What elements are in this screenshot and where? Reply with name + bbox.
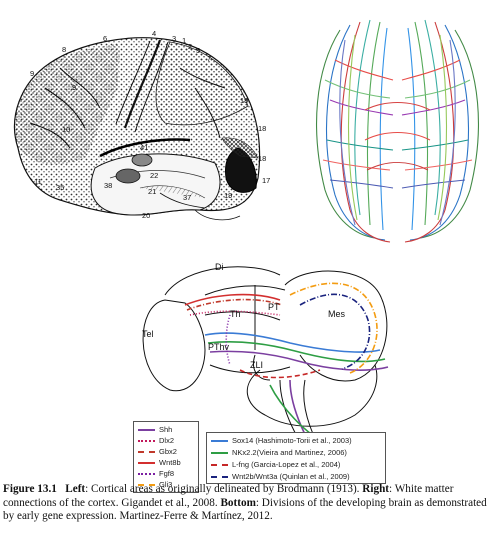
caption-right-label: Right	[362, 483, 389, 495]
region-label-pt: PT	[268, 302, 280, 312]
figure-caption: Figure 13.1 Left: Cortical areas as orig…	[3, 483, 497, 524]
area-label-37: 37	[183, 193, 191, 202]
area-label-22: 22	[150, 171, 158, 180]
area-label-8: 8	[62, 45, 66, 54]
lfng-line	[240, 370, 320, 378]
area-label-1: 1	[182, 36, 186, 45]
region-label-th: Th	[230, 309, 241, 319]
legend-item-sox14: Sox14 (Hashimoto-Torii et al., 2003)	[211, 436, 352, 446]
legend-item-wnt2b: Wnt2b/Wnt3a (Quinlan et al., 2009)	[211, 472, 350, 482]
wnt2b-line	[300, 294, 370, 369]
area-label-21: 21	[148, 187, 156, 196]
area-label-19-right: 19	[240, 96, 248, 105]
area-label-17: 17	[262, 176, 270, 185]
legend-item-gbx2: Gbx2	[138, 447, 177, 457]
caption-left-label: Left	[65, 483, 85, 495]
tractography-figure	[295, 0, 500, 250]
area-label-4: 4	[152, 29, 156, 38]
area-label-35: 35	[56, 183, 64, 192]
area-label-9: 9	[30, 69, 34, 78]
area-label-7: 7	[207, 54, 211, 63]
brodmann-brain-figure: 4 3 1 2 5 7 6 8 9 19 18 18 17 19 11 35 2…	[0, 28, 280, 224]
legend-item-fgf8: Fgf8	[138, 469, 174, 479]
area-label-9-inner: 9	[72, 83, 76, 92]
area-label-2: 2	[188, 42, 192, 51]
legend-item-nkx22: NKx2.2(Vieira and Martinez, 2006)	[211, 448, 347, 458]
legend-item-dlx2: Dlx2	[138, 436, 174, 446]
legend-right: Sox14 (Hashimoto-Torii et al., 2003) NKx…	[206, 432, 386, 484]
area-label-6: 6	[103, 34, 107, 43]
region-label-tel: Tel	[142, 329, 154, 339]
white-matter-tracts-drawing	[295, 0, 500, 250]
fgf8-line	[226, 315, 230, 365]
area-label-3: 3	[172, 34, 176, 43]
area-label-18-right: 18	[258, 124, 266, 133]
region-label-di: Di	[215, 262, 224, 272]
tel-outline	[143, 300, 205, 391]
caption-bottom-label: Bottom	[220, 497, 255, 509]
caption-figure-label: Figure 13.1	[3, 483, 57, 495]
caption-left-text: : Cortical areas as originally delineate…	[85, 483, 362, 495]
area-label-41: 41	[140, 143, 148, 152]
region-label-pthv: PThv	[208, 342, 230, 352]
legend-item-shh: Shh	[138, 425, 172, 435]
area-label-18-right-2: 18	[258, 154, 266, 163]
area-label-11: 11	[34, 177, 42, 186]
legend-item-wnt8b: Wnt8b	[138, 458, 181, 468]
legend-item-lfng: L-fng (Garcia-Lopez et al., 2004)	[211, 460, 340, 470]
area-label-38: 38	[104, 181, 112, 190]
area-label-5: 5	[196, 46, 200, 55]
region-label-zli: ZLI	[250, 360, 263, 370]
region-label-mes: Mes	[328, 309, 346, 319]
mes-outline	[285, 271, 387, 381]
brodmann-brain-drawing: 4 3 1 2 5 7 6 8 9 19 18 18 17 19 11 35 2…	[0, 28, 280, 224]
area-label-19-bottom: 19	[224, 191, 232, 200]
area-label-10: 10	[62, 125, 70, 134]
wnt8b-line	[185, 295, 280, 305]
area-label-20: 20	[142, 211, 150, 220]
